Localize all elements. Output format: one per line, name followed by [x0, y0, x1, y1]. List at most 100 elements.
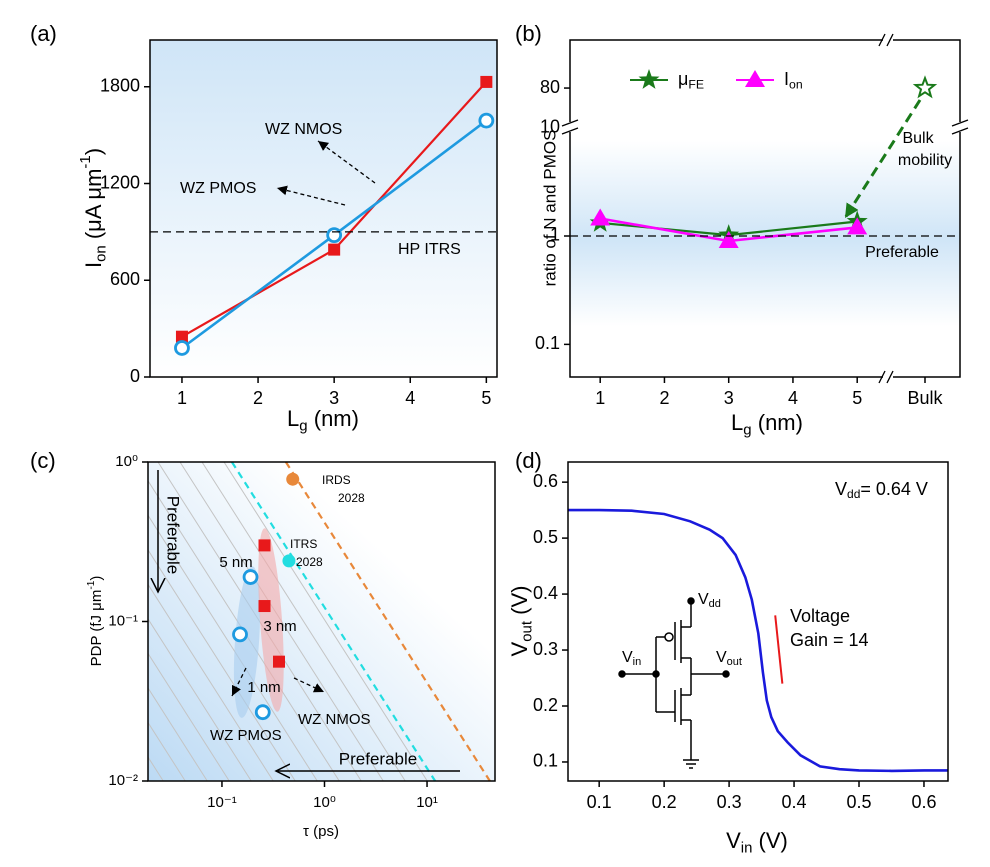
text-part: L: [287, 406, 299, 431]
text-part: ): [81, 148, 106, 155]
y-tick-label: 1: [550, 225, 560, 245]
marker: [254, 704, 271, 721]
y-axis-label: ratio of N and PMOS: [540, 130, 559, 287]
marker: [258, 600, 271, 613]
x-tick-label: 10¹: [416, 794, 438, 811]
text-part: out: [519, 620, 536, 642]
plot-frame: [149, 39, 498, 378]
reference-line: [230, 461, 437, 782]
annotation: IRDS: [322, 473, 351, 487]
marker: [478, 112, 495, 129]
x-tick-label: 0.1: [587, 792, 612, 812]
marker: [273, 655, 286, 668]
hatch-line: [0, 462, 53, 781]
text-part: g: [299, 418, 307, 435]
annotation: Preferable: [164, 496, 183, 574]
text-part: (V): [507, 586, 532, 621]
text-part: dd: [709, 598, 721, 610]
hatch-line: [0, 462, 75, 781]
y-tick-label: 0.3: [533, 639, 558, 659]
reference-line: [284, 461, 491, 782]
text-part: V: [726, 828, 741, 853]
x-tick-label: 0.4: [782, 792, 807, 812]
y-tick-label: 10⁻¹: [108, 612, 138, 629]
hatch-line: [148, 462, 186, 781]
marker: [232, 626, 248, 643]
hatch-line: [148, 462, 208, 781]
x-axis-label: Lg (nm): [287, 406, 359, 435]
text-part: (V): [752, 828, 787, 853]
text-part: I: [81, 262, 106, 268]
legend-label: Ion: [784, 69, 803, 92]
text-part: FE: [688, 78, 704, 92]
x-tick-label: 0.6: [911, 792, 936, 812]
arrow: [276, 185, 346, 206]
annotation: ITRS: [290, 537, 317, 551]
y-tick-label: 600: [110, 269, 140, 289]
y-tick-label: 0.6: [533, 471, 558, 491]
hatch-line: [223, 462, 428, 781]
text-part: -1: [77, 155, 94, 168]
arrow: [231, 667, 247, 697]
y-axis-label: Ion (μA μm-1): [77, 148, 109, 268]
hatch-line: [0, 462, 31, 781]
x-tick-label: 10⁻¹: [207, 794, 237, 811]
marker: [847, 217, 868, 235]
y-tick-label: 0.1: [533, 751, 558, 771]
marker: [282, 554, 296, 568]
x-axis-label: τ (ps): [303, 823, 339, 840]
panel-label: (a): [30, 21, 57, 46]
panel-label: (b): [515, 21, 542, 46]
arrow: [317, 140, 376, 184]
reference-label: Preferable: [865, 244, 939, 261]
text-part: V: [716, 649, 727, 666]
annotation: 2028: [296, 555, 323, 569]
y-tick-label: 0.1: [535, 333, 560, 353]
marker: [175, 330, 188, 343]
x-tick-label: 2: [659, 388, 669, 408]
plot-frame: [567, 461, 949, 782]
region: [233, 566, 261, 718]
text-part: in: [633, 656, 642, 668]
text-part: (nm): [308, 406, 359, 431]
x-tick-label: 10⁰: [313, 794, 336, 811]
y-tick-label: 1800: [100, 76, 140, 96]
text-part: (nm): [752, 410, 803, 435]
text-part: PDP (fJ μm: [88, 590, 105, 667]
text-part: (μA μm: [81, 169, 106, 246]
text-part: V: [835, 479, 847, 499]
y-tick-label: 1200: [100, 172, 140, 192]
marker: [718, 230, 739, 248]
text-part: μ: [678, 69, 688, 89]
annotation: WZ NMOS: [265, 121, 342, 138]
hatch-line: [148, 462, 230, 781]
legend-marker: [745, 70, 765, 87]
text-part: ): [88, 576, 105, 581]
hatch-line: [201, 462, 406, 781]
schematic-label: Vdd: [698, 591, 721, 610]
marker: [328, 243, 341, 256]
y-tick-label: 10⁰: [115, 453, 138, 470]
text-part: on: [93, 245, 110, 262]
annotation: Voltage: [790, 606, 850, 626]
y-tick-label: 80: [540, 77, 560, 97]
x-tick-label: 4: [405, 388, 415, 408]
x-tick-label: 1: [177, 388, 187, 408]
schematic-label: Vin: [622, 649, 641, 668]
hatch-line: [148, 462, 164, 781]
inverter-schematic: [618, 597, 730, 769]
text-part: on: [789, 78, 803, 92]
text-part: V: [622, 649, 633, 666]
schematic-label: Vout: [716, 649, 742, 668]
point-label: 3 nm: [263, 618, 296, 635]
reference-label: HP ITRS: [398, 241, 461, 258]
plot-frame: [147, 461, 496, 782]
annotation: mobility: [898, 152, 952, 169]
x-tick-label: 5: [481, 388, 491, 408]
text-part: dd: [847, 487, 860, 501]
text-part: L: [731, 410, 743, 435]
annotation: WZ PMOS: [210, 727, 282, 744]
panel-label: (c): [30, 448, 56, 473]
